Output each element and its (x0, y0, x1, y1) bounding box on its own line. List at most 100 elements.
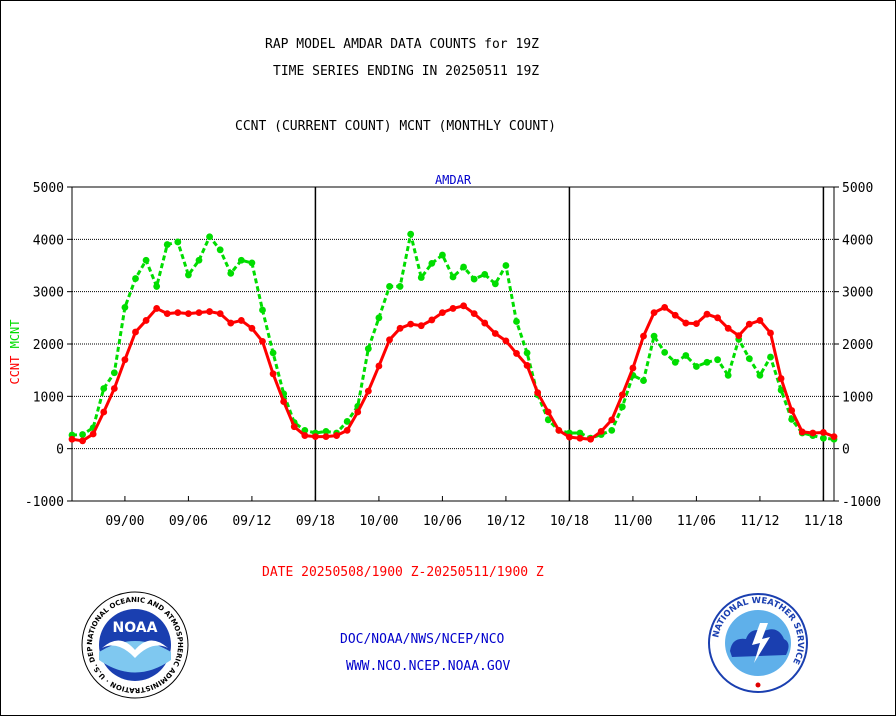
series-point-ccnt (269, 370, 277, 378)
series-point-mcnt (343, 418, 351, 425)
y-tick-label-left: 2000 (33, 338, 64, 353)
series-point-ccnt (809, 429, 817, 437)
series-point-ccnt (798, 428, 806, 436)
series-point-mcnt (163, 241, 171, 248)
series-point-ccnt (333, 432, 340, 439)
series-point-ccnt (428, 316, 436, 324)
series-point-mcnt (470, 275, 478, 283)
series-point-ccnt (587, 435, 594, 443)
series-point-mcnt (618, 403, 626, 411)
y-tick-label-right: 1000 (842, 390, 873, 405)
series-point-ccnt (121, 356, 129, 364)
series-point-ccnt (523, 362, 531, 369)
series-point-mcnt (788, 415, 796, 423)
y-axis-label-mcnt: MCNT (8, 319, 22, 348)
series-point-ccnt (237, 317, 245, 324)
series-point-ccnt (290, 423, 298, 431)
series-point-ccnt (417, 322, 425, 330)
series-point-ccnt (481, 319, 489, 327)
series-point-mcnt (248, 259, 256, 267)
y-axis-label: CCNT MCNT (8, 319, 22, 384)
series-point-ccnt (745, 320, 753, 328)
series-point-mcnt (523, 349, 531, 357)
footer-website: WWW.NCO.NCEP.NOAA.GOV (346, 659, 511, 674)
nws-logo: NATIONAL WEATHER SERVICE (708, 593, 808, 693)
x-tick-label: 11/06 (677, 514, 716, 529)
x-tick-label: 10/12 (486, 514, 525, 529)
series-point-ccnt (724, 324, 732, 332)
series-point-mcnt (671, 358, 679, 366)
series-point-ccnt (597, 427, 605, 435)
series-point-ccnt (502, 337, 510, 345)
series-point-mcnt (100, 385, 108, 392)
series-point-ccnt (407, 320, 415, 328)
series-point-ccnt (682, 319, 690, 327)
series-point-mcnt (767, 353, 774, 361)
series-point-ccnt (396, 324, 404, 332)
series-point-ccnt (174, 309, 182, 316)
series-point-mcnt (269, 349, 277, 357)
series-point-mcnt (491, 280, 499, 288)
x-tick-label: 10/06 (423, 514, 462, 529)
series-point-mcnt (650, 332, 658, 340)
footer-doc-path: DOC/NOAA/NWS/NCEP/NCO (340, 632, 505, 647)
series-point-mcnt (195, 256, 203, 264)
series-point-mcnt (460, 263, 467, 271)
chart-title-line-3: CCNT (CURRENT COUNT) MCNT (MONTHLY COUNT… (235, 119, 556, 134)
series-point-mcnt (227, 269, 235, 277)
x-tick-label: 10/00 (359, 514, 398, 529)
series-point-mcnt (386, 283, 393, 290)
series-point-ccnt (322, 433, 330, 441)
series-point-mcnt (703, 358, 711, 366)
series-point-ccnt (163, 310, 171, 318)
series-point-mcnt (756, 372, 764, 379)
series-point-ccnt (68, 435, 76, 443)
x-tick-label: 11/00 (613, 514, 652, 529)
x-tick-label: 09/06 (169, 514, 208, 529)
series-point-mcnt (544, 416, 552, 424)
series-point-ccnt (100, 408, 108, 416)
series-point-ccnt (301, 432, 309, 439)
series-point-ccnt (364, 387, 372, 395)
series-point-ccnt (640, 332, 647, 340)
series-point-mcnt (174, 238, 182, 246)
x-tick-label: 09/18 (296, 514, 335, 529)
series-point-ccnt (132, 328, 139, 336)
series-point-ccnt (375, 362, 383, 370)
series-point-ccnt (206, 308, 213, 315)
series-point-mcnt (79, 431, 86, 438)
series-point-ccnt (470, 310, 478, 318)
x-tick-label: 09/00 (105, 514, 144, 529)
series-point-mcnt (640, 377, 647, 385)
y-tick-label-right: 2000 (842, 338, 873, 353)
series-point-ccnt (735, 332, 743, 340)
series-point-mcnt (502, 262, 510, 269)
series-point-mcnt (216, 246, 224, 254)
chart-title-line-1: RAP MODEL AMDAR DATA COUNTS for 19Z (265, 37, 539, 52)
series-point-ccnt (703, 310, 711, 318)
series-point-ccnt (449, 305, 457, 312)
series-point-ccnt (555, 426, 563, 434)
y-tick-label-left: 4000 (33, 233, 64, 248)
series-point-ccnt (79, 437, 86, 445)
series-point-ccnt (185, 310, 192, 318)
chart-title-line-2: TIME SERIES ENDING IN 20250511 19Z (273, 64, 540, 79)
series-point-mcnt (407, 230, 415, 238)
series-point-mcnt (745, 355, 753, 363)
panel-title: AMDAR (435, 173, 472, 187)
y-tick-label-right: 0 (842, 443, 850, 458)
series-point-ccnt (566, 433, 573, 441)
y-tick-label-left: 3000 (33, 286, 64, 301)
x-tick-label: 09/12 (232, 514, 271, 529)
series-point-mcnt (375, 314, 383, 322)
series-point-ccnt (89, 430, 97, 438)
series-point-ccnt (534, 389, 542, 397)
series-point-mcnt (206, 233, 213, 241)
series-point-ccnt (830, 433, 838, 441)
series-point-ccnt (693, 320, 700, 327)
series-point-mcnt (259, 306, 266, 314)
y-tick-label-right: 4000 (842, 233, 873, 248)
series-point-ccnt (439, 309, 446, 316)
series-point-ccnt (777, 375, 785, 382)
y-tick-label-left: 5000 (33, 181, 64, 196)
